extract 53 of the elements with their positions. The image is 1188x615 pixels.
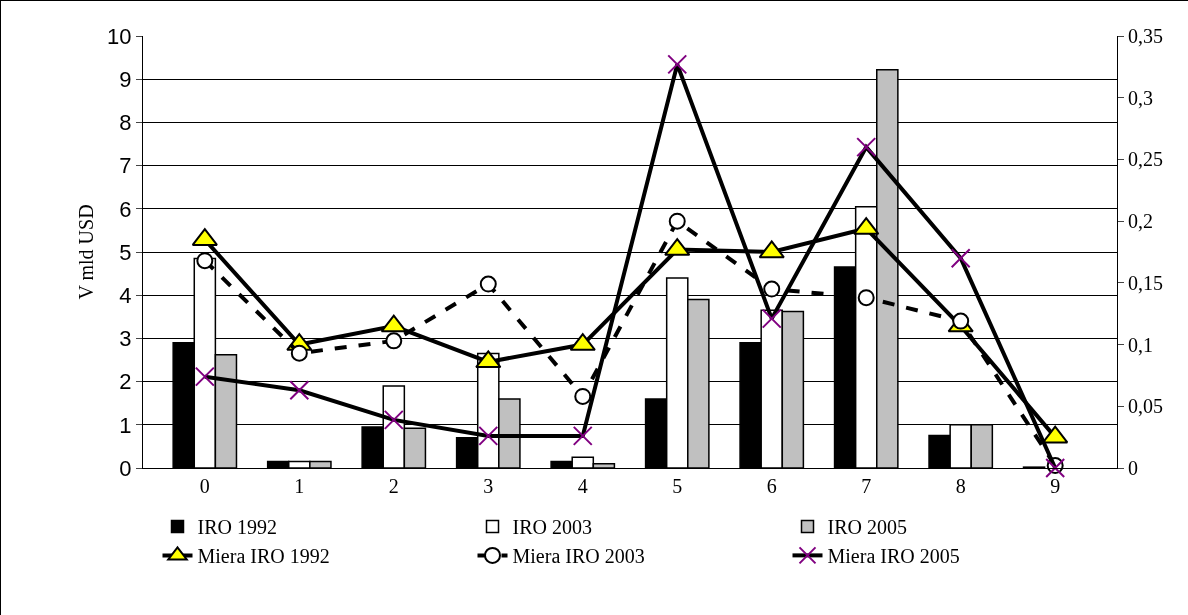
x-tick-label: 6 <box>766 475 777 497</box>
point <box>478 425 499 446</box>
y2-tick-label: 0,05 <box>1128 395 1163 418</box>
y2-tick-label: 0,35 <box>1128 25 1163 47</box>
y-tick-label: 3 <box>119 326 132 352</box>
y2-tick-label: 0,3 <box>1128 86 1153 109</box>
legend-label: Miera IRO 2005 <box>827 545 960 568</box>
point <box>668 212 686 230</box>
x-tick-label: 5 <box>672 475 683 497</box>
point <box>952 312 970 330</box>
legend-label: IRO 1992 <box>197 516 277 539</box>
y2-tick-label: 0,2 <box>1128 210 1153 233</box>
legend-label: Miera IRO 2003 <box>512 545 645 568</box>
point <box>667 54 688 75</box>
x-tick-label: 3 <box>483 475 494 497</box>
point <box>289 380 310 401</box>
point <box>194 366 215 387</box>
y2-tick-label: 0 <box>1128 457 1138 479</box>
y-axis-title: V mld USD <box>75 204 97 300</box>
y-tick-label: 6 <box>119 196 132 222</box>
legend-label: IRO 2003 <box>512 516 592 539</box>
point <box>385 332 403 350</box>
point <box>763 280 781 298</box>
point <box>857 289 875 307</box>
x-tick-label: 9 <box>1050 475 1061 497</box>
y-tick-label: 1 <box>119 412 132 438</box>
point <box>479 275 497 293</box>
point <box>196 252 214 270</box>
legend-label: IRO 2005 <box>827 516 907 539</box>
y-tick-label: 8 <box>119 110 132 136</box>
y-tick-label: 0 <box>119 455 132 481</box>
point <box>950 248 971 269</box>
y2-tick-label: 0,1 <box>1128 333 1153 356</box>
y-tick-label: 5 <box>119 239 132 265</box>
y-tick-label: 4 <box>119 282 132 308</box>
point <box>856 137 877 158</box>
y-tick-label: 2 <box>119 369 132 395</box>
x-tick-label: 8 <box>955 475 966 497</box>
point <box>290 344 308 362</box>
x-tick-label: 7 <box>861 475 872 497</box>
point <box>572 425 593 446</box>
point <box>761 308 782 329</box>
y-tick-label: 10 <box>107 23 132 49</box>
legend-label: Miera IRO 1992 <box>197 545 330 568</box>
x-tick-label: 0 <box>199 475 210 497</box>
y2-tick-label: 0,15 <box>1128 271 1163 294</box>
point <box>574 387 592 405</box>
x-tick-label: 1 <box>294 475 305 497</box>
y-tick-label: 9 <box>119 66 132 92</box>
y-tick-label: 7 <box>119 153 132 179</box>
x-tick-label: 2 <box>388 475 399 497</box>
y2-tick-label: 0,25 <box>1128 148 1163 171</box>
x-tick-label: 4 <box>577 475 588 497</box>
